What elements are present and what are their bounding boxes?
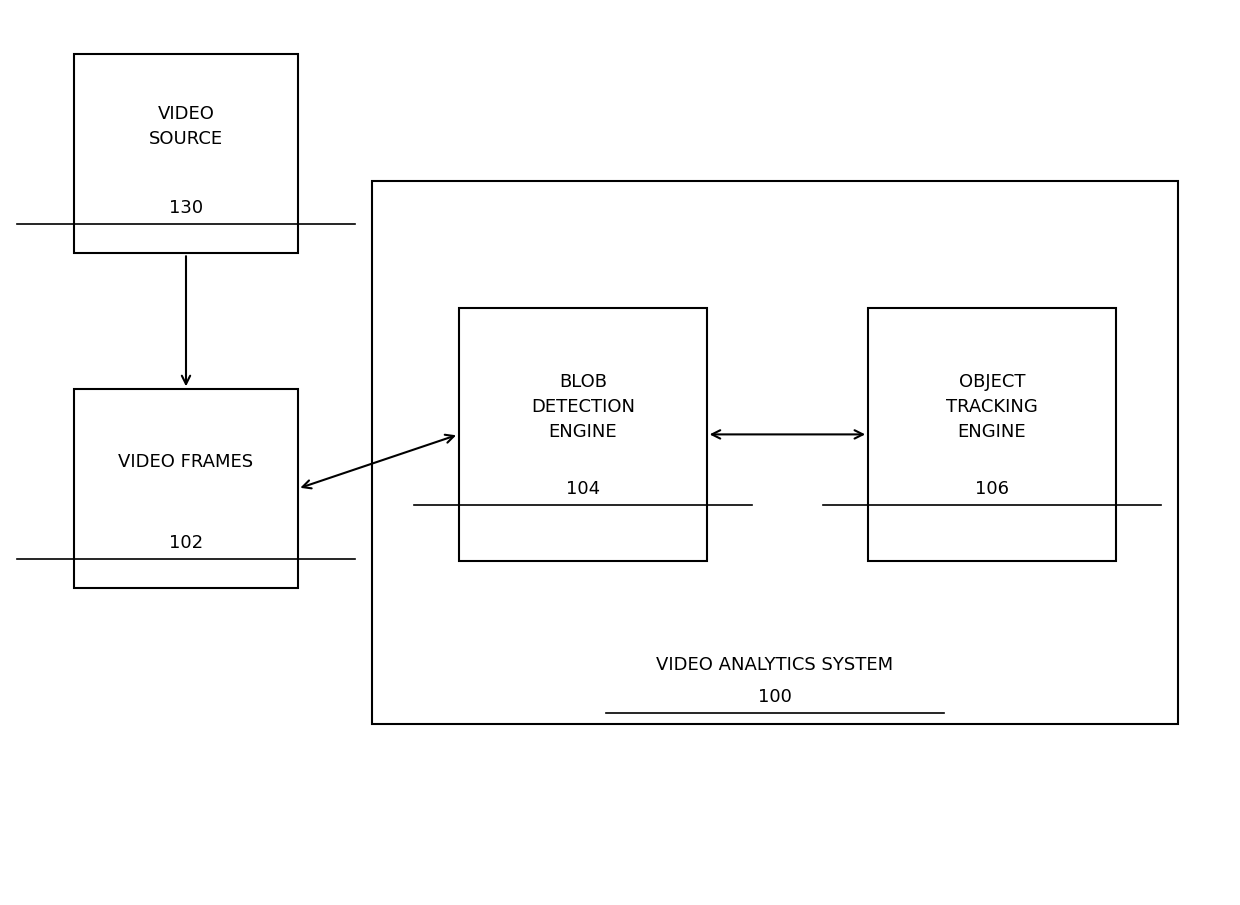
FancyBboxPatch shape bbox=[74, 54, 298, 253]
FancyBboxPatch shape bbox=[868, 308, 1116, 561]
Text: OBJECT
TRACKING
ENGINE: OBJECT TRACKING ENGINE bbox=[946, 373, 1038, 442]
Text: VIDEO FRAMES: VIDEO FRAMES bbox=[119, 452, 253, 471]
Text: 106: 106 bbox=[975, 480, 1009, 498]
Text: VIDEO ANALYTICS SYSTEM: VIDEO ANALYTICS SYSTEM bbox=[656, 656, 894, 674]
Text: 100: 100 bbox=[758, 688, 792, 706]
Text: 104: 104 bbox=[565, 480, 600, 498]
FancyBboxPatch shape bbox=[372, 181, 1178, 724]
Text: 130: 130 bbox=[169, 199, 203, 217]
Text: BLOB
DETECTION
ENGINE: BLOB DETECTION ENGINE bbox=[531, 373, 635, 442]
FancyBboxPatch shape bbox=[74, 389, 298, 588]
FancyBboxPatch shape bbox=[459, 308, 707, 561]
Text: 102: 102 bbox=[169, 534, 203, 552]
Text: VIDEO
SOURCE: VIDEO SOURCE bbox=[149, 105, 223, 148]
